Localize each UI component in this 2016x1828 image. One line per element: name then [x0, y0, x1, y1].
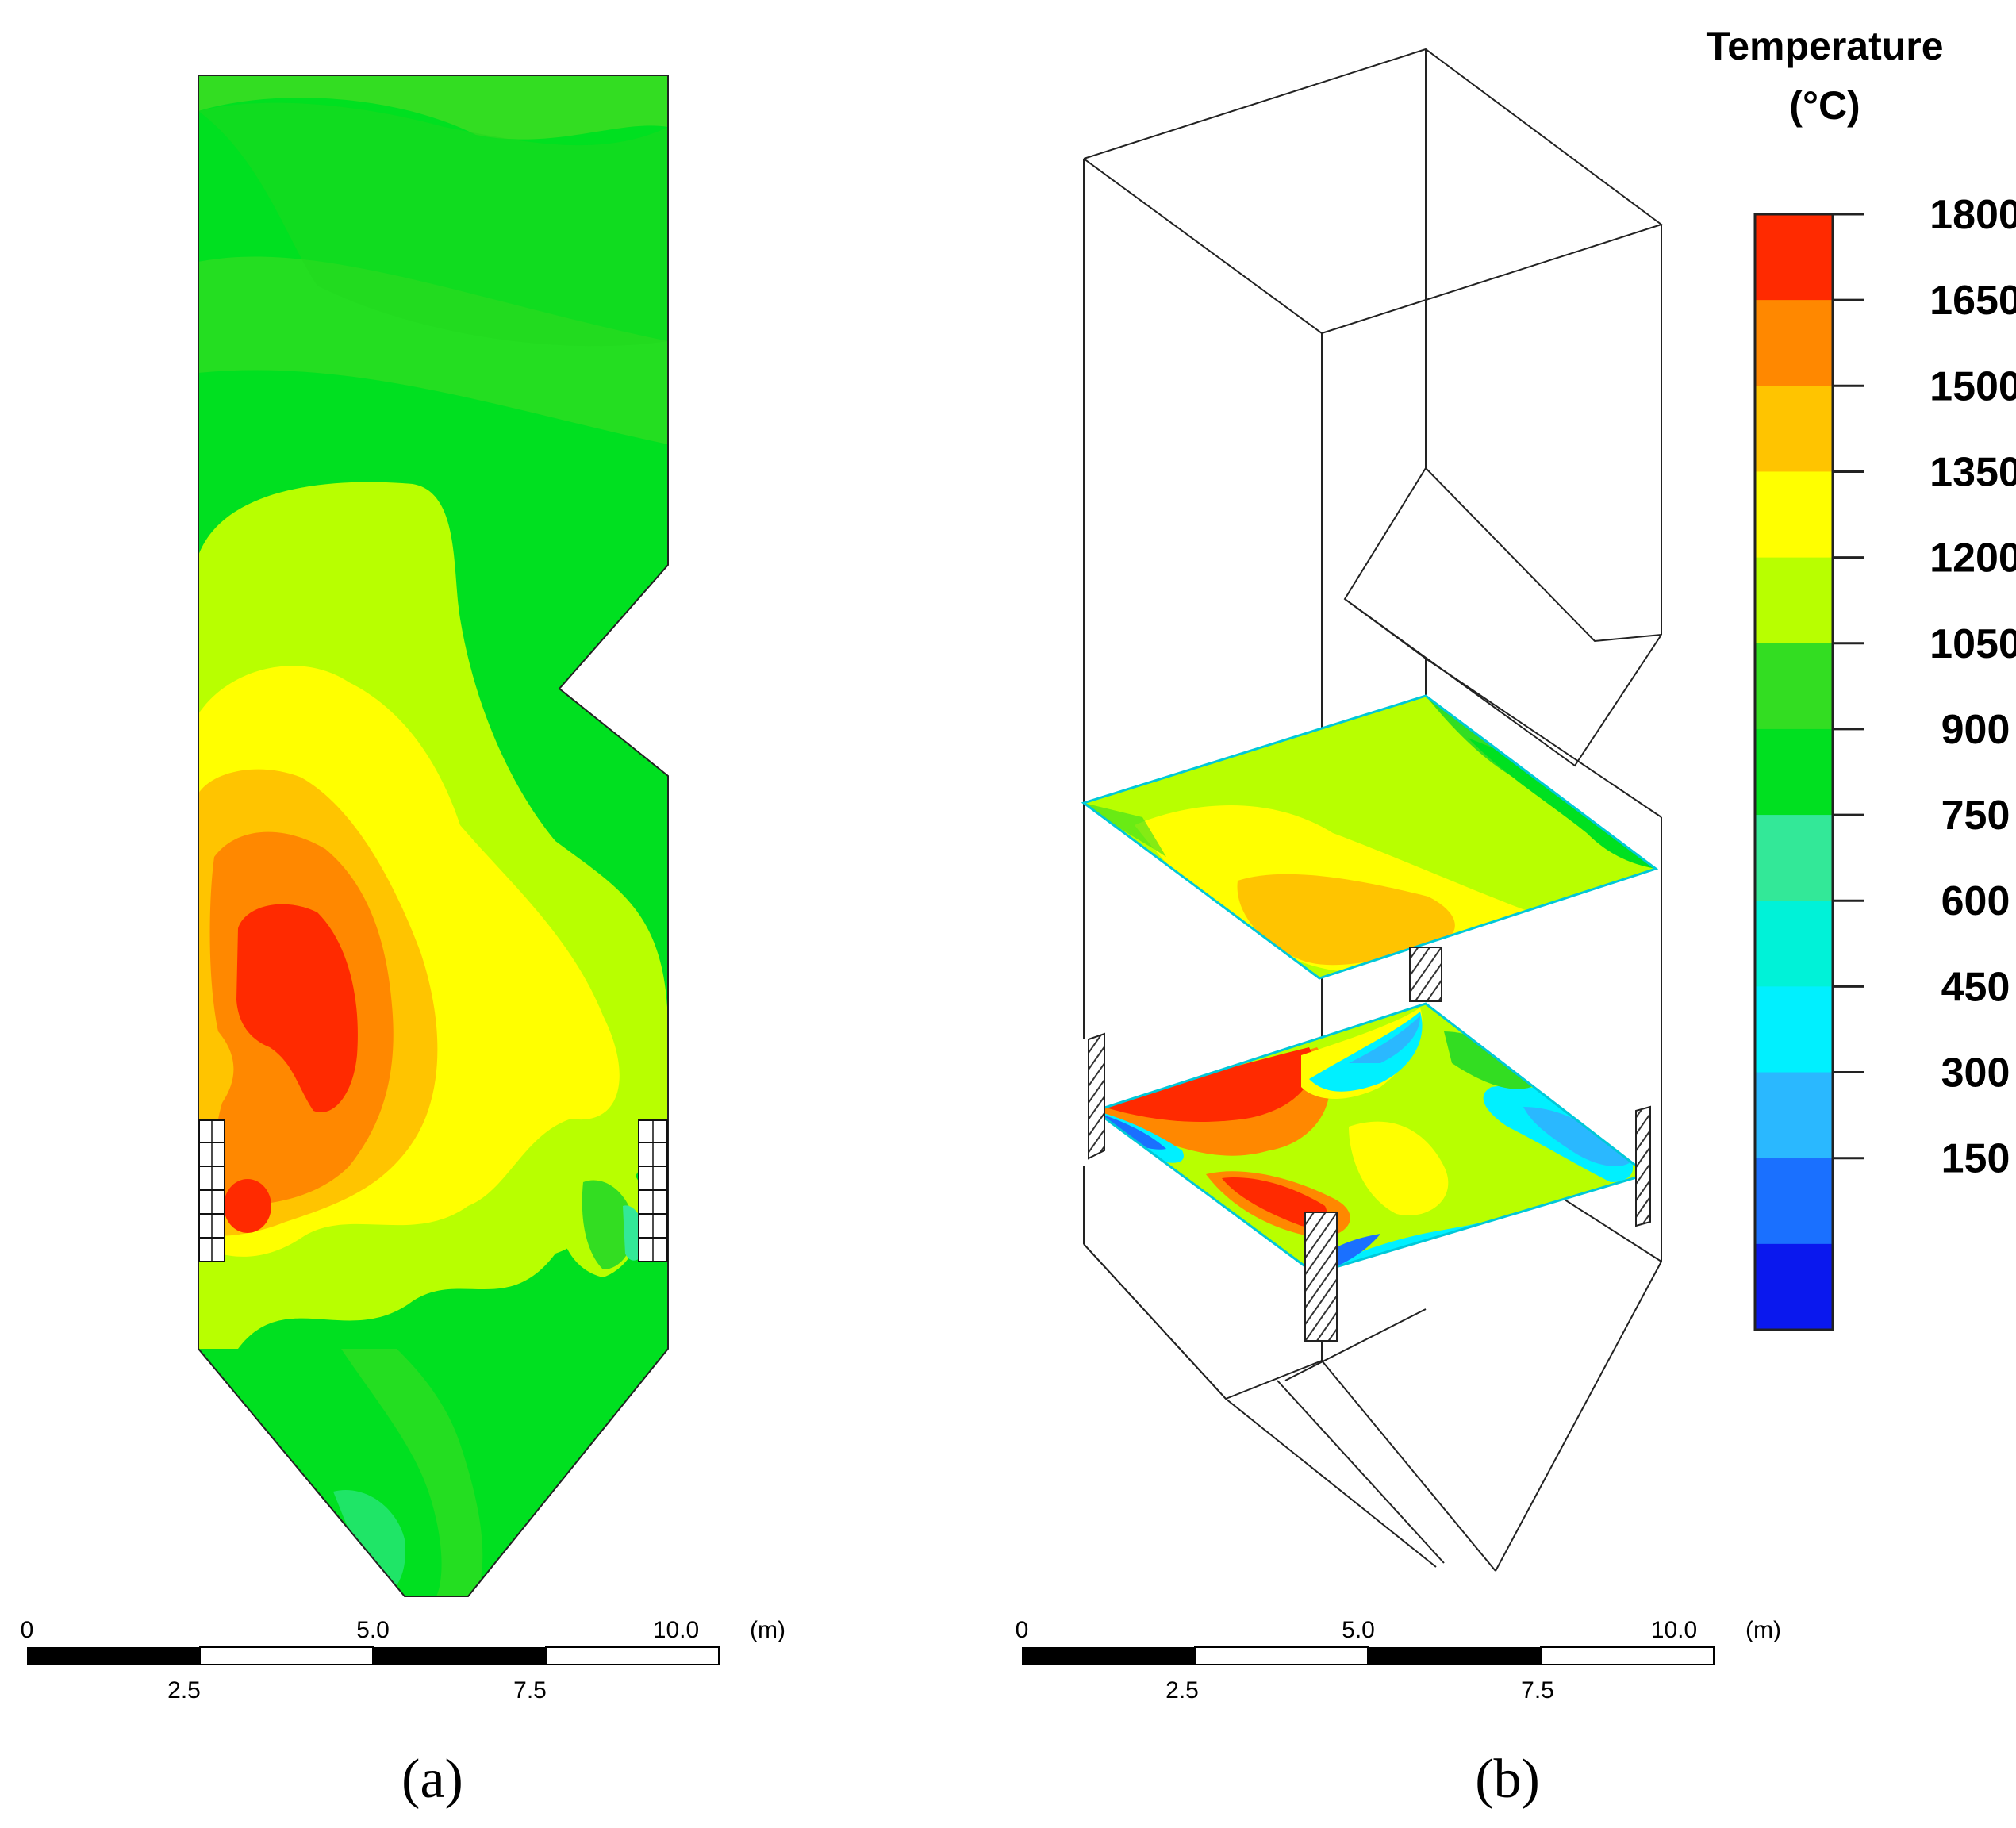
scale-b-label-10: 10.0	[1651, 1617, 1697, 1643]
legend-tick-label: 1650	[1930, 278, 2016, 324]
panel-b-upper-plane-edge	[1081, 694, 1659, 980]
panel-b-upper-plane	[1084, 696, 1656, 978]
legend-tick-label: 750	[1941, 793, 2010, 839]
scale-a-label-5: 5.0	[356, 1617, 390, 1643]
legend-tick-label: 600	[1941, 878, 2010, 924]
legend-tick-label: 1500	[1930, 363, 2016, 409]
panel-a-contour	[198, 75, 668, 1596]
legend-band	[1755, 1158, 1833, 1245]
legend-tick-label: 300	[1941, 1050, 2010, 1096]
legend-tick-label: 1350	[1930, 449, 2016, 495]
legend-tick-label: 1050	[1930, 621, 2016, 667]
scale-a-label-10: 10.0	[653, 1617, 699, 1643]
scale-b-label-5: 5.0	[1342, 1617, 1375, 1643]
panel-a-outline	[198, 75, 669, 1597]
scale-a-label-0: 0	[21, 1617, 34, 1643]
panel-a-label: (a)	[401, 1749, 463, 1810]
scale-b-label-7-5: 7.5	[1521, 1677, 1554, 1703]
legend-band	[1755, 901, 1833, 987]
legend-tick-label: 450	[1941, 964, 2010, 1010]
panel-b-label: (b)	[1475, 1749, 1540, 1810]
scale-a-label-7-5: 7.5	[513, 1677, 547, 1703]
temperature-legend: Temperature (°C) 1800 1650 1500 1350 1200 105…	[1706, 24, 2016, 1331]
panel-b-scale-bar: 0 5.0 10.0 (m) 2.5 7.5	[1016, 1617, 1781, 1703]
panel-a-scale-bar: 0 5.0 10.0 (m) 2.5 7.5	[21, 1617, 785, 1703]
panel-a-right-burner	[638, 1119, 668, 1262]
legend-unit: (°C)	[1789, 83, 1860, 128]
legend-ticks: 1800 1650 1500 1350 1200 1050 900 750 600 450 300 1…	[1833, 192, 2016, 1182]
legend-band	[1755, 986, 1833, 1073]
legend-color-bar	[1753, 213, 1834, 1331]
legend-band	[1755, 815, 1833, 901]
legend-tick-label: 900	[1941, 707, 2010, 753]
legend-band	[1755, 557, 1833, 644]
legend-title: Temperature	[1706, 24, 1943, 68]
scale-b-label-2-5: 2.5	[1165, 1677, 1199, 1703]
legend-frame	[1753, 213, 1834, 1331]
scale-b-unit: (m)	[1745, 1617, 1781, 1643]
legend-tick-label: 1200	[1930, 536, 2016, 582]
legend-band	[1755, 1072, 1833, 1159]
scale-b-label-0: 0	[1016, 1617, 1029, 1643]
legend-band	[1755, 1243, 1833, 1331]
scale-a-unit: (m)	[750, 1617, 785, 1643]
legend-band	[1755, 214, 1833, 301]
legend-band	[1755, 471, 1833, 559]
panel-a-left-burner	[198, 1119, 225, 1262]
panel-b-lower-plane	[1095, 1004, 1647, 1273]
legend-tick-label: 150	[1941, 1136, 2010, 1182]
legend-band	[1755, 300, 1833, 386]
legend-band	[1755, 386, 1833, 473]
legend-band	[1755, 643, 1833, 730]
panel-b-burners	[1088, 947, 1651, 1342]
scale-a-label-2-5: 2.5	[167, 1677, 201, 1703]
legend-band	[1755, 728, 1833, 816]
legend-tick-label: 1800	[1930, 192, 2016, 238]
